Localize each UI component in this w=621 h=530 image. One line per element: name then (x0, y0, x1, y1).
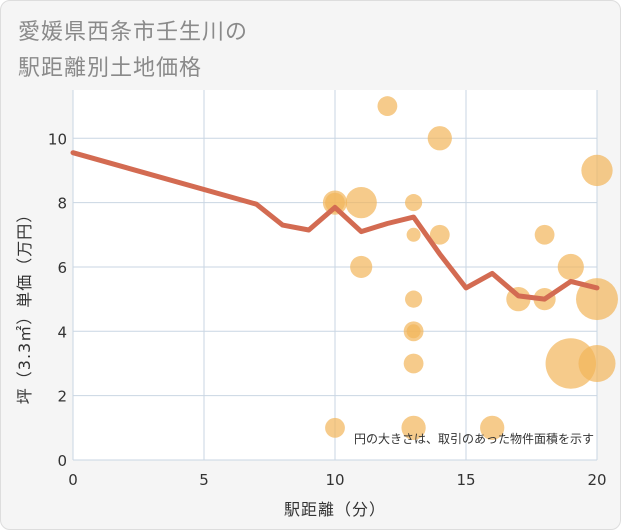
bubble-point (557, 253, 584, 281)
x-tick-label: 0 (68, 471, 78, 489)
bubble-point (325, 192, 345, 213)
bubble-point (406, 324, 421, 339)
y-axis-label: 坪（3.3㎡）単価（万円） (15, 206, 34, 404)
x-tick-label: 15 (456, 471, 475, 489)
y-tick-labels: 0 2 4 6 8 10 (48, 130, 67, 470)
bubble-point (377, 96, 398, 116)
y-tick-label: 8 (57, 195, 67, 213)
bubble-point (401, 415, 426, 440)
bubble-point (427, 126, 452, 151)
bubble-point (345, 186, 377, 219)
x-axis-label: 駅距離（分） (284, 500, 386, 519)
y-tick-label: 0 (57, 452, 67, 470)
x-tick-label: 5 (199, 471, 209, 489)
chart-title-line-1: 愛媛県西条市壬生川の (18, 20, 249, 45)
y-tick-label: 4 (57, 323, 67, 341)
trend-line (70, 150, 600, 302)
bubble-point (406, 227, 421, 242)
bubble-point (405, 290, 423, 308)
bubble-point (350, 255, 373, 279)
bubble-point (405, 194, 423, 212)
bubble-point (578, 344, 616, 382)
chart-title-line-2: 駅距離別土地価格 (18, 56, 203, 81)
bubble-point (545, 338, 597, 389)
x-tick-label: 20 (587, 471, 606, 489)
bubble-point (581, 154, 613, 187)
y-tick-label: 10 (48, 130, 67, 148)
x-tick-labels: 0 5 10 15 20 (68, 471, 606, 489)
bubble-point (403, 353, 424, 374)
bubble-point (576, 278, 618, 321)
bubble-point (534, 224, 555, 245)
bubble-size-note: 円の大きさは、取引のあった物件面積を示す (354, 431, 594, 446)
y-tick-label: 2 (57, 388, 67, 406)
bubble-series (322, 96, 618, 440)
bubble-point (480, 415, 505, 440)
bubble-point (429, 224, 450, 245)
x-tick-label: 10 (325, 471, 344, 489)
bubble-point (325, 417, 345, 438)
y-tick-label: 6 (57, 259, 67, 277)
